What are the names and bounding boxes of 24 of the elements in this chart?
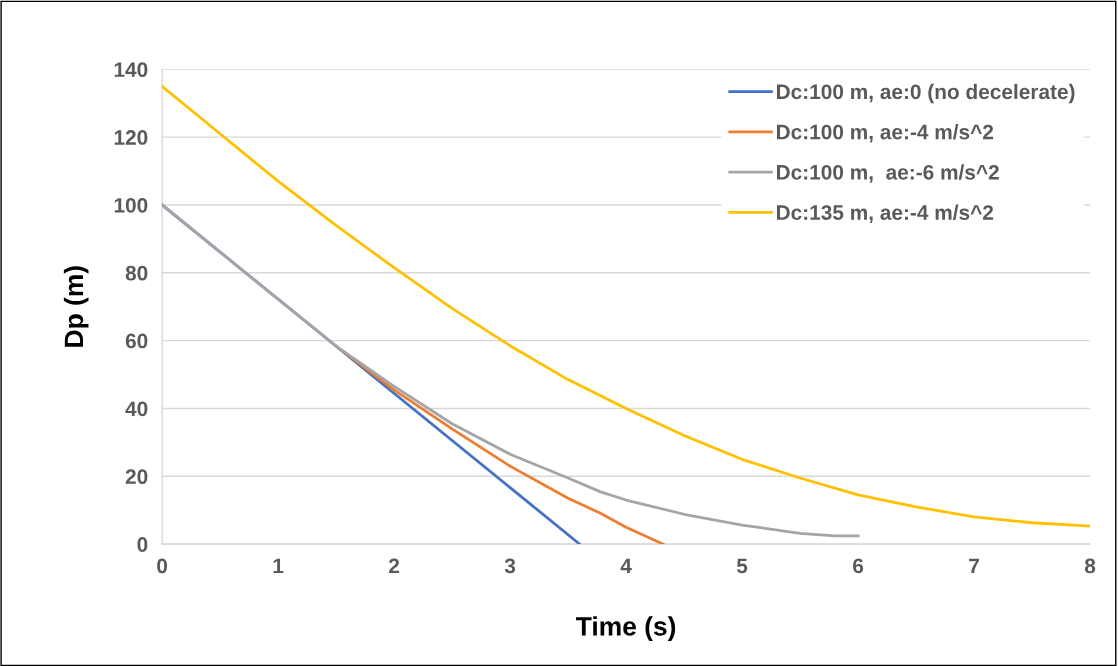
y-tick-label: 0 [137, 537, 148, 552]
legend-label: Dc:100 m, ae:-6 m/s^2 [776, 164, 999, 183]
x-tick-label: 1 [273, 558, 284, 574]
legend-label: Dc:100 m, ae:-4 m/s^2 [776, 124, 994, 143]
y-tick-label: 20 [125, 469, 148, 485]
x-tick-label: 3 [504, 558, 516, 574]
x-tick-label: 2 [389, 558, 400, 574]
y-tick-label: 140 [114, 62, 148, 78]
y-tick-label: 100 [114, 197, 148, 213]
x-tick-label: 5 [736, 558, 748, 574]
y-tick-label: 60 [125, 333, 148, 349]
y-tick-label: 120 [114, 130, 148, 145]
x-tick-label: 0 [157, 558, 168, 574]
legend-label: Dc:135 m, ae:-4 m/s^2 [776, 204, 994, 223]
x-tick-label: 6 [853, 558, 864, 574]
x-tick-label: 4 [620, 558, 632, 574]
y-tick-label: 40 [125, 401, 148, 417]
x-tick-label: 8 [1084, 558, 1096, 574]
y-tick-label: 80 [125, 265, 148, 281]
x-axis-title: Time (s) [576, 616, 676, 641]
x-tick-label: 7 [969, 558, 979, 574]
y-axis-title: Dp (m) [63, 266, 89, 347]
line-series [162, 84, 1091, 528]
legend-label: Dc:100 m, ae:0 (no decelerate) [776, 83, 1075, 104]
